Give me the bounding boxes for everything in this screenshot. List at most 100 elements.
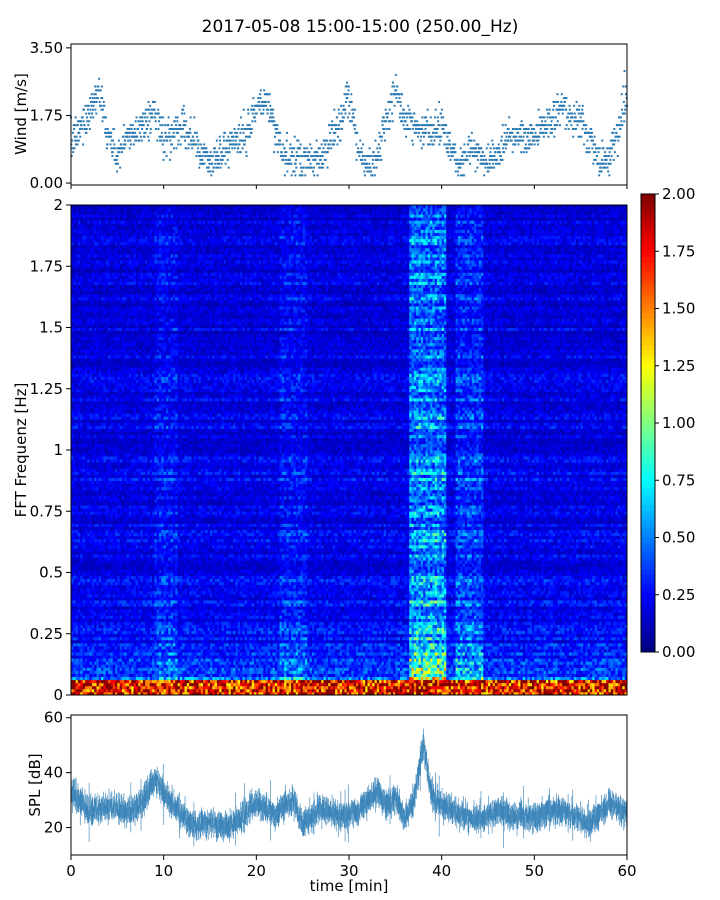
spectrogram-cell [83,591,86,594]
spectrogram-cell [85,468,88,471]
wind-point [569,105,571,107]
wind-point [625,85,627,87]
spectrogram-cell [83,285,86,288]
wind-point [198,167,200,169]
wind-point [386,116,388,118]
wind-point [273,151,275,153]
wind-point [391,113,393,115]
wind-point [232,140,234,142]
spectrogram-cell [76,441,79,444]
wind-point [149,132,151,134]
wind-point [412,143,414,145]
spectrogram-cell [83,508,86,511]
wind-point [359,140,361,142]
wind-point [613,128,615,130]
wind-point [498,143,500,145]
wind-point [428,132,430,134]
wind-point [352,109,354,111]
wind-point [196,151,198,153]
spectrogram-cell [83,279,86,282]
wind-point [577,124,579,126]
wind-point [594,143,596,145]
wind-point [161,140,163,142]
spectrogram-cell [85,646,88,649]
wind-point [449,132,451,134]
wind-point [206,151,208,153]
spectrogram-cell [76,346,79,349]
wind-point [529,140,531,142]
wind-point [262,113,264,115]
spectrogram-cell [83,337,86,340]
wind-point [323,151,325,153]
wind-point [162,143,164,145]
wind-point [146,128,148,130]
wind-point [177,116,179,118]
wind-point [289,147,291,149]
wind-point [483,159,485,161]
spectrogram-cell [78,328,81,331]
wind-point [340,105,342,107]
spectrogram-cell [85,465,88,468]
wind-point [85,105,87,107]
spectrogram-cell [85,686,88,689]
spectrogram-cell [85,340,88,343]
wind-point [491,140,493,142]
spectrogram-cell [83,312,86,315]
spectrogram-cell [83,557,86,560]
spectrogram-cell [76,579,79,582]
spectrogram-cell [83,386,86,389]
wind-point [383,132,385,134]
wind-ytick-label: 0.00 [30,174,63,192]
wind-point [148,109,150,111]
wind-point [358,155,360,157]
spectrogram-cell [85,625,88,628]
wind-point [239,132,241,134]
wind-point [128,128,130,130]
wind-point [474,155,476,157]
spectrogram-cell [83,257,86,260]
spectrogram-cell [83,294,86,297]
wind-point [441,124,443,126]
wind-point [620,128,622,130]
wind-point [404,128,406,130]
spectrogram-cell [78,548,81,551]
spectrogram-cell [76,671,79,674]
wind-point [406,124,408,126]
wind-point [374,167,376,169]
spectrogram-cell [76,551,79,554]
wind-point [285,151,287,153]
wind-point [546,128,548,130]
spectrogram-cell [85,459,88,462]
spectrogram-cell [76,517,79,520]
wind-point [314,159,316,161]
wind-point [141,140,143,142]
wind-point [427,109,429,111]
spectrogram-cell [78,661,81,664]
wind-point [330,147,332,149]
wind-scatter-series [70,70,628,176]
spectrogram-cell [83,563,86,566]
spectrogram-cell [78,462,81,465]
spectrogram-cell [83,242,86,245]
spectrogram-cell [76,217,79,220]
wind-point [508,128,510,130]
spectrogram-cell [85,358,88,361]
wind-point [236,132,238,134]
wind-point [246,128,248,130]
wind-point [571,113,573,115]
wind-point [313,155,315,157]
spectrogram-cell [85,683,88,686]
wind-point [540,116,542,118]
wind-point [447,151,449,153]
spectrogram-cell [85,214,88,217]
spectrogram-cell [78,499,81,502]
wind-point [294,174,296,176]
spectrogram-cell [85,361,88,364]
spectrogram-cell [76,612,79,615]
wind-point [238,143,240,145]
wind-point [470,147,472,149]
spectrogram-cell [76,508,79,511]
wind-point [473,140,475,142]
wind-point [161,132,163,134]
wind-point [554,128,556,130]
